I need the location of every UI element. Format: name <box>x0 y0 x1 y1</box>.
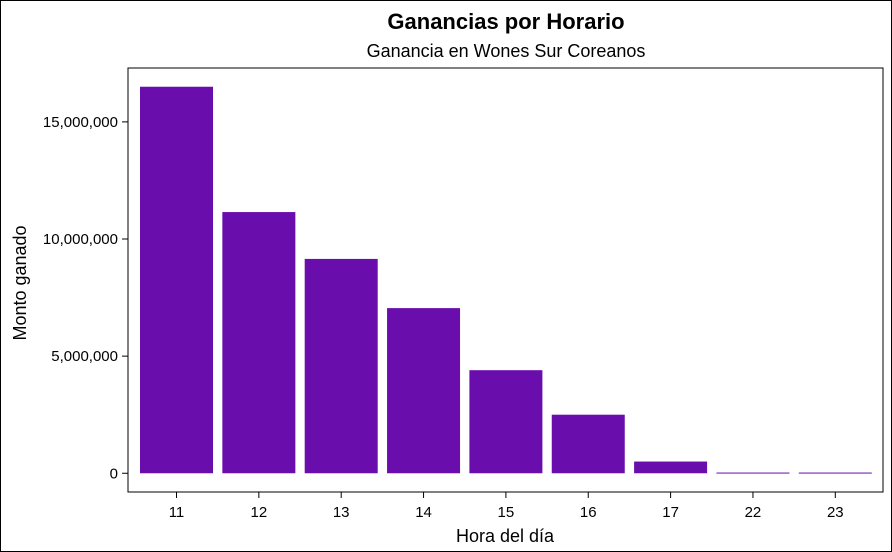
chart-subtitle: Ganancia en Wones Sur Coreanos <box>367 41 646 61</box>
x-tick-label: 14 <box>415 504 432 521</box>
y-axis: 0 5,000,000 10,000,000 15,000,000 <box>43 114 128 482</box>
y-tick-label: 5,000,000 <box>51 348 118 365</box>
chart-title: Ganancias por Horario <box>387 9 624 34</box>
bar <box>551 414 625 474</box>
x-tick-label: 22 <box>745 504 762 521</box>
bar <box>140 86 213 474</box>
x-tick-label: 17 <box>662 504 679 521</box>
y-tick-label: 10,000,000 <box>43 231 118 248</box>
x-axis: 11 12 13 14 15 16 17 22 23 <box>169 492 844 521</box>
x-axis-label: Hora del día <box>456 526 555 546</box>
bar <box>716 472 790 474</box>
bar <box>469 370 543 474</box>
bar <box>798 472 872 474</box>
bar <box>222 212 296 474</box>
bar <box>304 258 378 474</box>
bar <box>634 461 708 474</box>
y-axis-label: Monto ganado <box>10 225 30 340</box>
x-tick-label: 16 <box>580 504 597 521</box>
y-tick-label: 15,000,000 <box>43 114 118 131</box>
bar <box>387 308 461 474</box>
x-tick-label: 13 <box>333 504 350 521</box>
x-tick-label: 11 <box>169 504 185 521</box>
x-tick-label: 15 <box>498 504 515 521</box>
bars <box>140 86 872 474</box>
x-tick-label: 12 <box>251 504 268 521</box>
y-tick-label: 0 <box>110 465 118 482</box>
x-tick-label: 23 <box>827 504 844 521</box>
